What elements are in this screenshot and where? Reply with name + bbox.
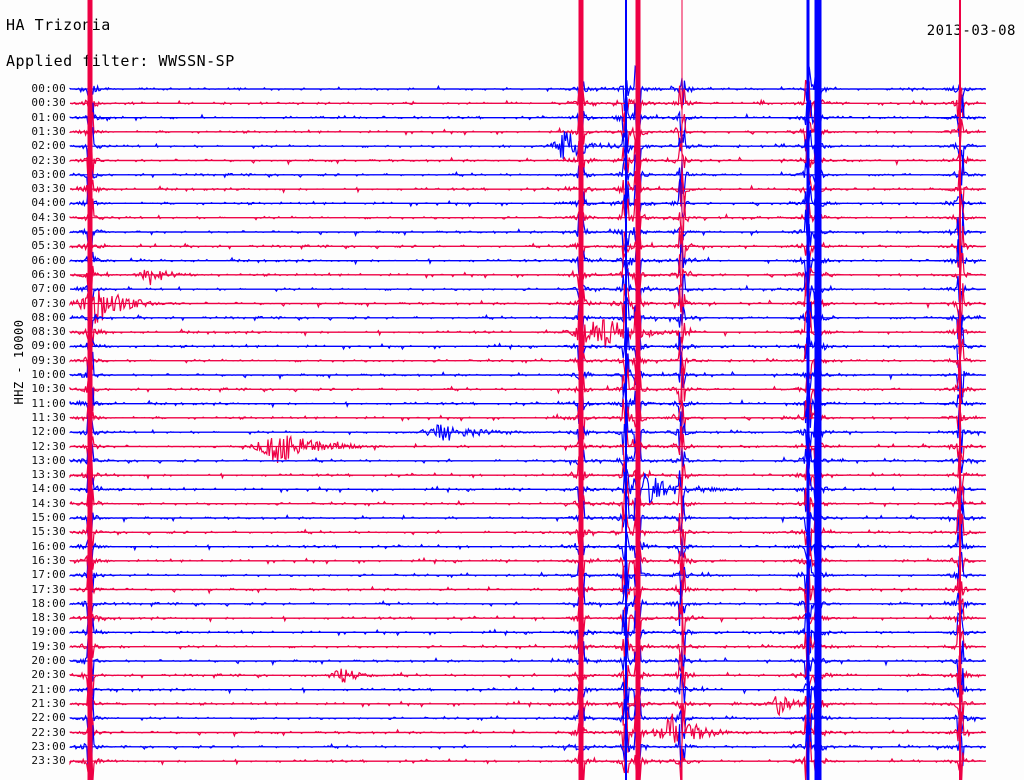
time-label: 19:30: [31, 639, 66, 653]
time-label: 13:00: [31, 453, 66, 467]
time-label: 06:30: [31, 267, 66, 281]
time-label: 06:00: [31, 253, 66, 267]
time-label: 02:00: [31, 139, 66, 153]
time-label: 09:00: [31, 339, 66, 353]
time-label: 14:30: [31, 496, 66, 510]
time-label: 08:30: [31, 325, 66, 339]
time-label: 20:30: [31, 668, 66, 682]
applied-filter-label: Applied filter: WWSSN-SP: [6, 52, 235, 70]
time-label: 14:00: [31, 482, 66, 496]
time-label: 05:30: [31, 239, 66, 253]
time-label: 04:00: [31, 196, 66, 210]
time-label: 00:30: [31, 96, 66, 110]
time-label: 04:30: [31, 210, 66, 224]
time-label: 07:30: [31, 296, 66, 310]
time-label: 12:00: [31, 425, 66, 439]
record-date: 2013-03-08: [926, 23, 1016, 39]
time-label: 23:30: [31, 754, 66, 768]
time-label: 18:00: [31, 596, 66, 610]
time-label: 11:00: [31, 396, 66, 410]
time-label: 15:30: [31, 525, 66, 539]
time-label: 19:00: [31, 625, 66, 639]
time-label: 10:00: [31, 368, 66, 381]
time-label: 03:00: [31, 167, 66, 181]
time-label: 22:00: [31, 711, 66, 725]
time-label: 00:00: [31, 82, 66, 95]
time-label: 13:30: [31, 468, 66, 482]
time-label: 02:30: [31, 153, 66, 167]
time-label: 10:30: [31, 382, 66, 396]
time-label: 16:00: [31, 539, 66, 553]
time-label: 22:30: [31, 725, 66, 739]
time-label: 15:00: [31, 511, 66, 524]
time-label: 05:00: [31, 225, 66, 238]
time-label: 07:00: [31, 282, 66, 296]
station-title: HA Trizonia: [6, 16, 111, 34]
time-label: 01:30: [31, 124, 66, 138]
time-label: 18:30: [31, 611, 66, 625]
time-label: 11:30: [31, 410, 66, 424]
time-label: 12:30: [31, 439, 66, 453]
time-label: 03:30: [31, 182, 66, 196]
time-label: 16:30: [31, 553, 66, 567]
time-label: 21:30: [31, 696, 66, 710]
time-label: 20:00: [31, 654, 66, 667]
time-label: 17:30: [31, 582, 66, 596]
time-label: 08:00: [31, 310, 66, 324]
time-label: 09:30: [31, 353, 66, 367]
time-label: 17:00: [31, 568, 66, 582]
time-axis-labels: 00:00 00:30 01:00 01:30 02:00 02:30 03:00 03:30…: [0, 0, 70, 780]
time-label: 01:00: [31, 110, 66, 124]
time-label: 21:00: [31, 682, 66, 696]
time-label: 23:00: [31, 739, 66, 753]
